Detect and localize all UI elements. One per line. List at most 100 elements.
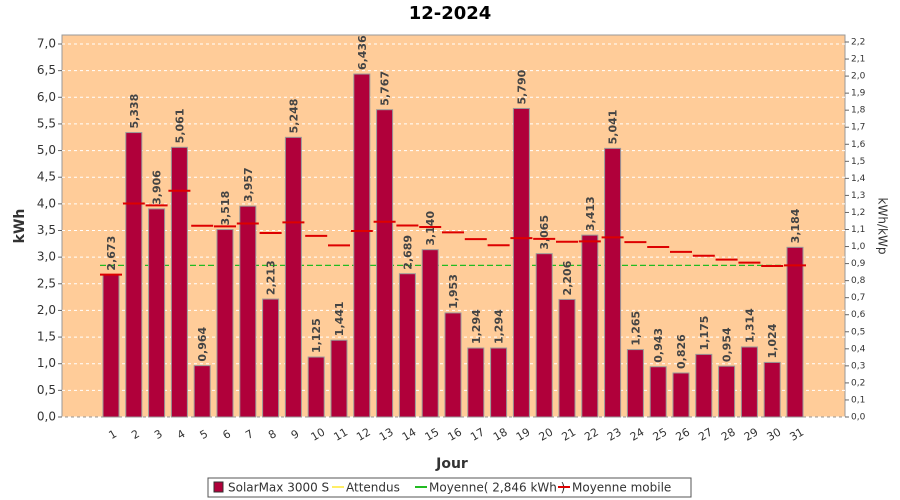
y-tick-label: 4,0 (37, 196, 56, 210)
bar (718, 365, 736, 418)
bar (763, 361, 781, 418)
bar (558, 298, 576, 418)
y2-tick-label: 1,4 (851, 174, 866, 184)
bar (786, 246, 804, 418)
bar (604, 147, 622, 418)
bar (672, 372, 690, 418)
value-label: 5,767 (379, 71, 392, 106)
x-tick-label: 16 (445, 425, 464, 443)
legend-label: Moyenne mobile (572, 481, 671, 495)
bar (148, 208, 166, 418)
y2-tick-label: 1,3 (851, 191, 865, 201)
value-label: 3,413 (584, 196, 597, 231)
value-label: 3,140 (424, 211, 437, 246)
y-tick-label: 7,0 (37, 37, 56, 51)
x-tick-label: 4 (175, 427, 188, 442)
x-tick-label: 15 (423, 425, 442, 443)
bar (239, 205, 257, 418)
y-tick-label: 0,5 (37, 383, 56, 397)
bar (695, 353, 713, 418)
y2-tick-label: 1,2 (851, 208, 865, 218)
x-tick-label: 17 (468, 425, 487, 443)
bar (102, 274, 120, 418)
y2-axis-title: kWh/kWp (876, 198, 890, 255)
bar (376, 109, 394, 418)
bar (125, 132, 143, 418)
value-label: 2,673 (105, 236, 118, 271)
x-tick-label: 29 (742, 425, 761, 443)
legend-swatch (213, 481, 224, 493)
bar (490, 347, 508, 418)
y-tick-label: 2,5 (37, 276, 56, 290)
y2-tick-label: 1,8 (851, 106, 866, 116)
bar (284, 136, 302, 418)
y-tick-label: 3,5 (37, 223, 56, 237)
value-label: 0,826 (675, 334, 688, 369)
bar (581, 234, 599, 418)
bar (421, 249, 439, 418)
x-tick-label: 14 (400, 425, 419, 443)
y2-tick-label: 0,5 (851, 327, 865, 337)
y2-tick-label: 2,1 (851, 55, 865, 65)
x-tick-label: 22 (582, 425, 601, 443)
x-tick-label: 23 (605, 425, 624, 443)
bar (740, 346, 758, 418)
value-label: 1,294 (470, 309, 483, 344)
y-tick-label: 5,5 (37, 116, 56, 130)
y-tick-label: 6,5 (37, 63, 56, 77)
y2-tick-label: 0,2 (851, 378, 865, 388)
x-tick-label: 7 (243, 427, 256, 442)
value-label: 0,964 (196, 326, 209, 361)
y-tick-label: 1,0 (37, 356, 56, 370)
x-tick-label: 11 (331, 425, 350, 443)
x-tick-label: 1 (106, 427, 119, 442)
bar (512, 107, 530, 418)
y2-tick-label: 1,5 (851, 157, 865, 167)
x-tick-label: 6 (220, 427, 233, 442)
x-tick-label: 9 (289, 427, 302, 442)
x-tick-label: 27 (696, 425, 715, 443)
x-tick-label: 24 (628, 425, 647, 443)
y2-tick-label: 1,7 (851, 123, 865, 133)
value-label: 3,184 (789, 208, 802, 243)
value-label: 2,206 (561, 260, 574, 295)
x-tick-label: 25 (651, 425, 670, 443)
bar (649, 366, 667, 418)
value-label: 5,338 (128, 94, 141, 129)
legend (207, 477, 692, 498)
chart-title: 12-2024 (409, 3, 492, 24)
value-label: 3,906 (151, 170, 164, 205)
y-tick-label: 6,0 (37, 90, 56, 104)
y2-tick-label: 1,6 (851, 140, 866, 150)
value-label: 3,065 (538, 215, 551, 250)
x-tick-label: 2 (129, 427, 142, 442)
value-label: 3,518 (219, 191, 232, 226)
y2-tick-label: 0,0 (851, 413, 866, 423)
bar (170, 146, 188, 418)
value-label: 5,061 (173, 109, 186, 144)
y2-tick-label: 0,6 (851, 310, 866, 320)
value-label: 0,954 (721, 327, 734, 362)
value-label: 1,024 (766, 323, 779, 358)
value-label: 0,943 (652, 328, 665, 363)
bar (216, 229, 234, 418)
x-tick-label: 21 (559, 425, 578, 443)
bar (626, 349, 644, 418)
y2-tick-label: 0,4 (851, 344, 866, 354)
y-tick-label: 4,5 (37, 170, 56, 184)
y2-tick-label: 0,1 (851, 395, 865, 405)
value-label: 6,436 (356, 35, 369, 70)
bar (353, 73, 371, 418)
x-tick-label: 18 (491, 425, 510, 443)
y2-tick-label: 0,9 (851, 259, 866, 269)
value-label: 1,125 (310, 318, 323, 353)
y-tick-label: 1,5 (37, 330, 56, 344)
y-tick-label: 5,0 (37, 143, 56, 157)
x-tick-label: 30 (765, 425, 784, 443)
bar (330, 339, 348, 418)
y2-tick-label: 0,7 (851, 293, 865, 303)
legend-label: Moyenne( 2,846 kWh ) (429, 481, 565, 495)
bar (307, 356, 325, 418)
x-tick-label: 28 (719, 425, 738, 443)
value-label: 2,213 (265, 260, 278, 295)
